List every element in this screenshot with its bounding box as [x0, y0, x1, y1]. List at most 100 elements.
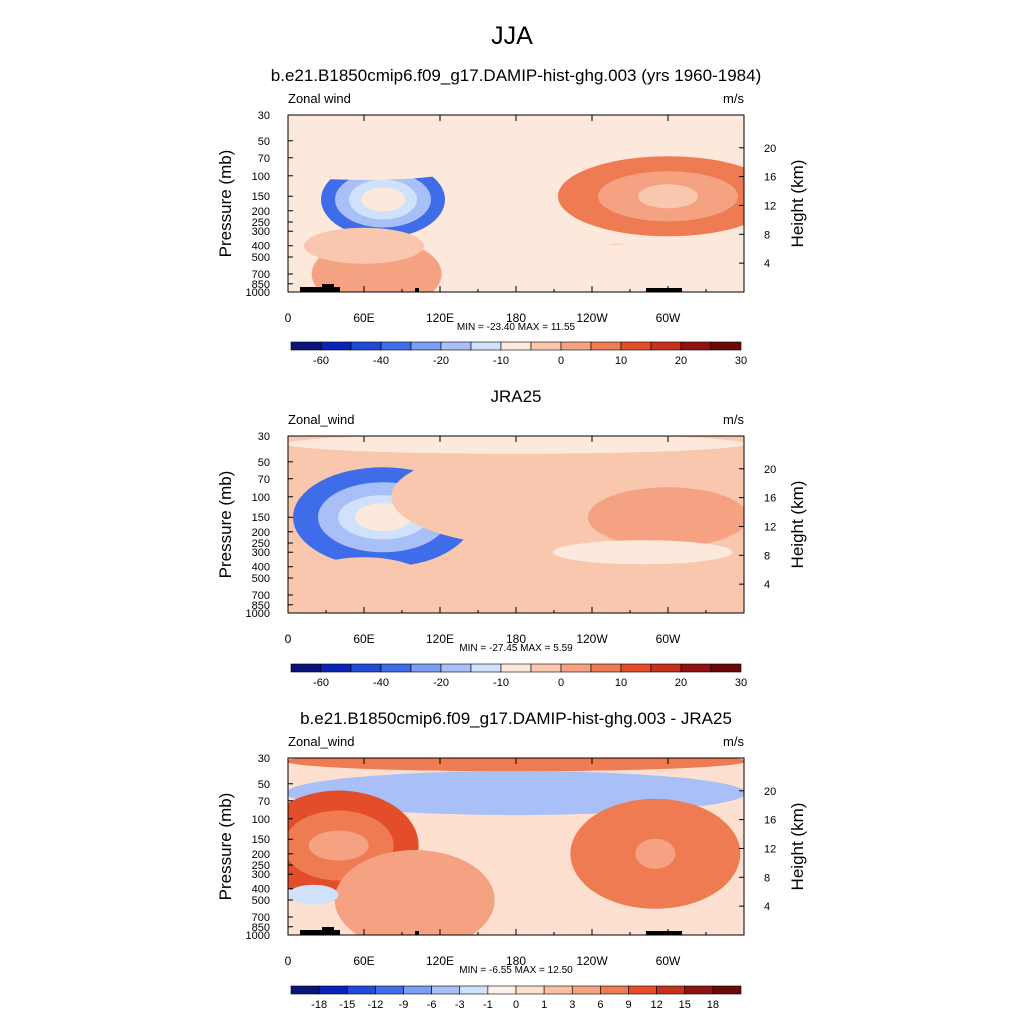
x-tick-label: 120E: [426, 954, 454, 968]
y-tick-label: 30: [258, 110, 270, 122]
colorbar-label: 0: [558, 677, 564, 689]
colorbar-swatch: [684, 985, 714, 995]
colorbar-label: -20: [433, 355, 449, 367]
colorbar-label: -20: [433, 677, 449, 689]
y-tick-label: 70: [258, 796, 270, 808]
y-tick-label: 30: [258, 431, 270, 443]
topography: [322, 284, 334, 292]
y-axis-title: Pressure (mb): [216, 471, 235, 579]
colorbar-swatch: [710, 341, 742, 351]
colorbar-swatch: [470, 341, 502, 351]
colorbar-swatch: [680, 663, 712, 673]
panel-title: b.e21.B1850cmip6.f09_g17.DAMIP-hist-ghg.…: [300, 709, 732, 728]
y2-tick-label: 16: [764, 815, 776, 827]
colorbar-swatch: [350, 341, 382, 351]
y2-tick-label: 8: [764, 872, 770, 884]
x-tick-label: 120W: [576, 954, 608, 968]
topography: [415, 931, 419, 935]
colorbar-label: 20: [675, 677, 687, 689]
x-tick-label: 0: [285, 954, 292, 968]
min-max-stats: MIN = -6.55 MAX = 12.50: [459, 965, 573, 976]
y-tick-label: 150: [252, 834, 270, 846]
colorbar-label: -18: [311, 999, 327, 1011]
colorbar-swatch: [290, 663, 322, 673]
colorbar-swatch: [656, 985, 686, 995]
topography: [300, 930, 340, 935]
colorbar-swatch: [459, 985, 489, 995]
x-tick-label: 60E: [353, 632, 374, 646]
colorbar-label: 9: [625, 999, 631, 1011]
colorbar-swatch: [290, 985, 320, 995]
colorbar-swatch: [375, 985, 404, 995]
y-tick-label: 400: [252, 884, 270, 896]
panel-units-label: m/s: [723, 91, 744, 106]
panel-left-label: Zonal wind: [288, 91, 351, 106]
x-tick-label: 60E: [353, 311, 374, 325]
panel-3: b.e21.B1850cmip6.f09_g17.DAMIP-hist-ghg.…: [216, 709, 807, 1011]
colorbar-swatch: [440, 341, 472, 351]
contour-region: [638, 184, 698, 209]
y2-tick-label: 12: [764, 843, 776, 855]
contour-region: [334, 850, 495, 935]
colorbar-swatch: [500, 663, 532, 673]
y-axis-title: Pressure (mb): [216, 793, 235, 901]
contour-field: [288, 115, 744, 292]
x-tick-label: 60W: [656, 954, 681, 968]
colorbar-label: 0: [558, 355, 564, 367]
x-tick-label: 120W: [576, 632, 608, 646]
colorbar-label: -10: [493, 677, 509, 689]
colorbar-swatch: [600, 985, 629, 995]
colorbar-swatch: [350, 663, 382, 673]
y2-tick-label: 8: [764, 229, 770, 241]
colorbar-swatch: [560, 663, 592, 673]
y-tick-label: 1000: [246, 930, 270, 942]
colorbar-label: 0: [513, 999, 519, 1011]
colorbar-swatch: [380, 663, 412, 673]
y-tick-label: 500: [252, 573, 270, 585]
colorbar-label: -12: [367, 999, 383, 1011]
topography: [415, 288, 419, 292]
contour-region: [456, 793, 576, 802]
topography: [322, 927, 334, 935]
colorbar-swatch: [590, 341, 622, 351]
y-tick-label: 50: [258, 779, 270, 791]
y2-tick-label: 16: [764, 493, 776, 505]
topography: [646, 931, 682, 935]
colorbar-swatch: [403, 985, 432, 995]
y-tick-label: 700: [252, 269, 270, 281]
y2-tick-label: 20: [764, 464, 776, 476]
contour-region: [304, 227, 424, 264]
colorbar-swatch: [431, 985, 461, 995]
y-tick-label: 250: [252, 538, 270, 550]
colorbar-label: -60: [313, 355, 329, 367]
colorbar-swatch: [380, 341, 412, 351]
y-tick-label: 700: [252, 590, 270, 602]
colorbar-swatch: [543, 985, 573, 995]
y-tick-label: 150: [252, 191, 270, 203]
y-tick-label: 100: [252, 171, 270, 183]
y-tick-label: 150: [252, 512, 270, 524]
y-tick-label: 50: [258, 136, 270, 148]
y-tick-label: 200: [252, 849, 270, 861]
colorbar-swatch: [440, 663, 472, 673]
x-tick-label: 120E: [426, 632, 454, 646]
y-tick-label: 400: [252, 562, 270, 574]
x-tick-label: 180: [506, 311, 526, 325]
contour-region: [552, 540, 733, 565]
colorbar-label: -60: [313, 677, 329, 689]
min-max-stats: MIN = -27.45 MAX = 5.59: [459, 643, 573, 654]
y-axis-title: Pressure (mb): [216, 150, 235, 258]
x-tick-label: 60W: [656, 311, 681, 325]
y2-axis-title: Height (km): [788, 481, 807, 569]
x-tick-label: 120E: [426, 311, 454, 325]
x-tick-label: 0: [285, 632, 292, 646]
contour-field: [288, 758, 744, 935]
y2-tick-label: 12: [764, 521, 776, 533]
y2-tick-label: 12: [764, 200, 776, 212]
colorbar-label: 12: [651, 999, 663, 1011]
x-tick-label: 120W: [576, 311, 608, 325]
colorbar-swatch: [318, 985, 348, 995]
colorbar-swatch: [620, 341, 652, 351]
y-tick-label: 70: [258, 474, 270, 486]
colorbar-swatch: [530, 663, 562, 673]
